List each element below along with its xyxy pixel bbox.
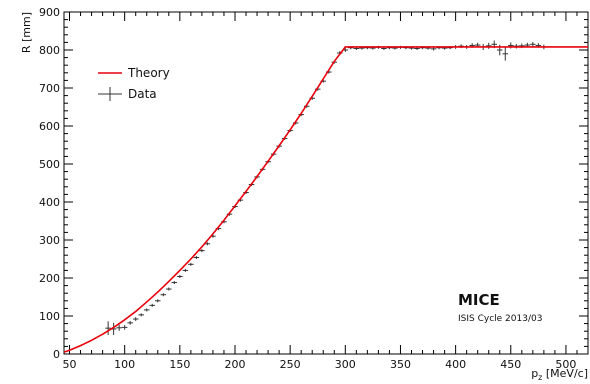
data-point [182,268,189,272]
x-tick-label: 450 [500,358,521,371]
y-tick-label: 200 [39,272,60,285]
x-tick-label: 150 [169,358,190,371]
y-tick-label: 600 [39,120,60,133]
y-tick-label: 400 [39,196,60,209]
annotation: MICE ISIS Cycle 2013/03 [458,291,542,324]
legend-label-data: Data [128,87,157,101]
theory-series-line [63,46,588,353]
x-tick-label: 350 [390,358,411,371]
annotation-subtitle: ISIS Cycle 2013/03 [458,314,542,324]
legend: Theory Data [98,66,170,101]
data-point [105,321,111,335]
y-tick-label: 300 [39,234,60,247]
data-point [199,249,205,253]
x-axis-title: pz [MeV/c] [531,367,588,382]
plot-frame [63,11,589,355]
x-tick-label: 400 [445,358,466,371]
x-tick-label: 200 [224,358,245,371]
data-point [430,47,437,51]
series-layer [63,40,588,353]
data-point [121,325,128,330]
data-point [155,299,161,303]
data-point [138,313,144,317]
y-tick-label: 0 [53,348,60,361]
data-point [177,274,183,278]
x-tick-label: 250 [280,358,301,371]
data-point [502,46,509,61]
data-point [116,324,122,331]
x-axis-title-main: p [531,367,538,380]
data-point [188,262,194,266]
y-tick-label: 100 [39,310,60,323]
x-axis-title-unit: [MeV/c] [542,367,588,380]
data-point [530,42,536,47]
y-tick-label: 900 [39,6,60,19]
data-point [160,293,167,297]
data-point [204,242,211,246]
x-tick-label: 50 [63,358,77,371]
data-point [166,287,172,291]
data-point [485,42,492,49]
y-axis-title: R [mm] [20,12,33,53]
y-tick-label: 800 [39,44,60,57]
y-tick-label: 500 [39,158,60,171]
axis-ticks: 50 100 150 200 250 300 350 400 450 500 0 100 200 300 4… [39,6,589,371]
data-point [193,255,200,259]
data-point [171,281,178,285]
x-tick-label: 500 [555,358,576,371]
y-tick-label: 700 [39,82,60,95]
x-axis-title-subscript: z [538,373,542,382]
x-tick-label: 300 [335,358,356,371]
axis-titles: pz [MeV/c] R [mm] [20,12,588,382]
annotation-title: MICE [458,291,500,309]
data-point [127,320,133,325]
data-point [132,317,139,321]
plot-frame-rect [63,11,589,355]
legend-label-theory: Theory [127,66,170,80]
data-point [143,308,150,312]
x-tick-label: 100 [114,358,135,371]
data-point [149,303,156,307]
